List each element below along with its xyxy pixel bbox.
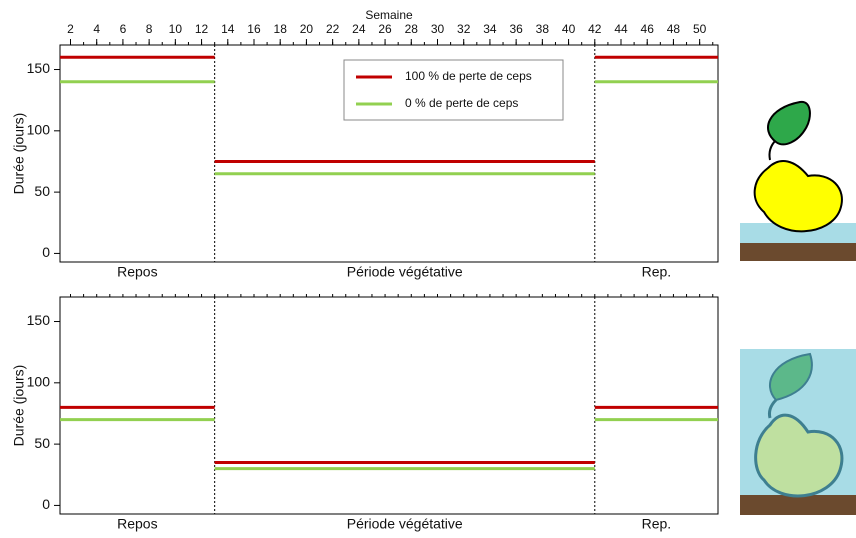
x-tick-label: 44 bbox=[614, 22, 628, 36]
x-tick-label: 4 bbox=[93, 22, 100, 36]
period-label: Repos bbox=[117, 264, 157, 280]
x-tick-label: 18 bbox=[274, 22, 288, 36]
x-tick-label: 24 bbox=[352, 22, 366, 36]
y-tick-label: 50 bbox=[34, 183, 50, 199]
y-tick-label: 50 bbox=[34, 435, 50, 451]
x-tick-label: 16 bbox=[247, 22, 261, 36]
x-tick-label: 28 bbox=[405, 22, 419, 36]
x-tick-label: 8 bbox=[146, 22, 153, 36]
x-tick-label: 40 bbox=[562, 22, 576, 36]
x-tick-label: 12 bbox=[195, 22, 209, 36]
x-tick-label: 34 bbox=[483, 22, 497, 36]
x-axis-title: Semaine bbox=[365, 8, 413, 22]
y-tick-label: 0 bbox=[42, 496, 50, 512]
legend-label: 100 % de perte de ceps bbox=[405, 69, 532, 83]
y-tick-label: 150 bbox=[27, 60, 51, 76]
x-tick-label: 42 bbox=[588, 22, 602, 36]
legend-label: 0 % de perte de ceps bbox=[405, 96, 518, 110]
x-tick-label: 2 bbox=[67, 22, 74, 36]
period-label: Période végétative bbox=[347, 264, 463, 280]
x-tick-label: 48 bbox=[667, 22, 681, 36]
y-tick-label: 150 bbox=[27, 312, 51, 328]
x-tick-label: 26 bbox=[378, 22, 392, 36]
x-tick-label: 22 bbox=[326, 22, 340, 36]
plot-frame bbox=[59, 44, 719, 263]
legend-box bbox=[343, 59, 564, 121]
x-tick-label: 36 bbox=[509, 22, 523, 36]
plot-frame bbox=[59, 296, 719, 515]
x-tick-label: 32 bbox=[457, 22, 471, 36]
pear-icon-affected bbox=[740, 349, 856, 515]
x-tick-label: 30 bbox=[431, 22, 445, 36]
x-tick-label: 10 bbox=[169, 22, 183, 36]
pear-icon-healthy bbox=[740, 100, 856, 261]
y-axis-title: Durée (jours) bbox=[11, 365, 27, 447]
x-tick-label: 50 bbox=[693, 22, 707, 36]
y-axis-title: Durée (jours) bbox=[11, 113, 27, 195]
period-label: Période végétative bbox=[347, 516, 463, 532]
period-label: Rep. bbox=[642, 264, 672, 280]
y-tick-label: 100 bbox=[27, 122, 51, 138]
x-tick-label: 38 bbox=[536, 22, 550, 36]
x-tick-label: 6 bbox=[120, 22, 127, 36]
x-tick-label: 14 bbox=[221, 22, 235, 36]
y-tick-label: 0 bbox=[42, 244, 50, 260]
period-label: Repos bbox=[117, 516, 157, 532]
period-label: Rep. bbox=[642, 516, 672, 532]
x-tick-label: 20 bbox=[300, 22, 314, 36]
y-tick-label: 100 bbox=[27, 374, 51, 390]
x-tick-label: 46 bbox=[641, 22, 655, 36]
